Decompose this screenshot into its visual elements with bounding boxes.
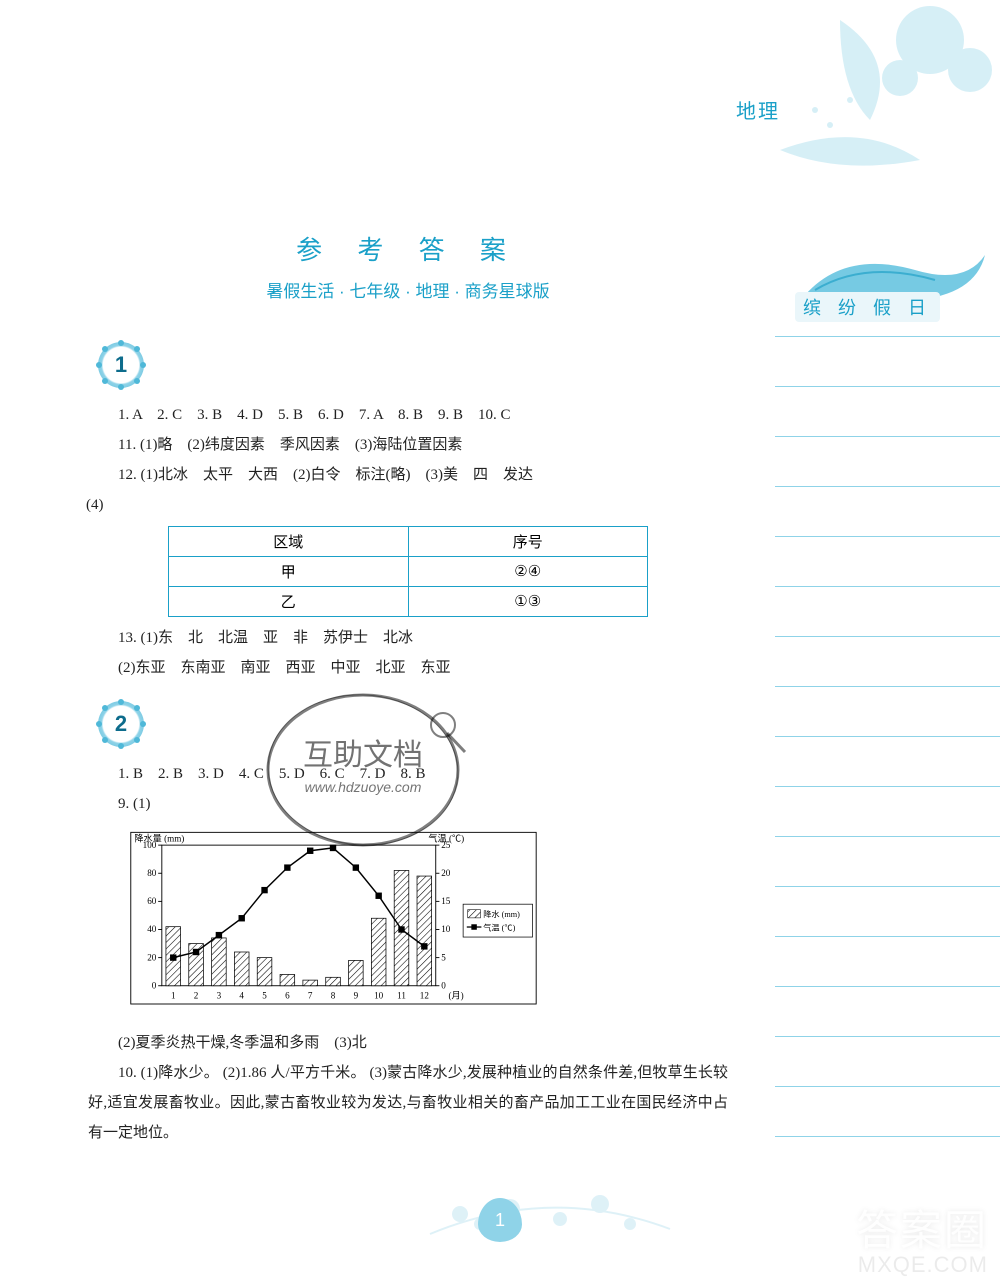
sidebar-rule-line [775,537,1000,587]
svg-text:降水量 (mm): 降水量 (mm) [134,832,184,843]
sidebar-rule-line [775,337,1000,387]
svg-text:20: 20 [441,868,451,878]
svg-text:7: 7 [308,991,313,1001]
svg-text:4: 4 [239,991,244,1001]
svg-text:40: 40 [147,924,157,934]
table-row: 乙 ①③ [169,587,648,617]
section-number: 2 [98,701,144,747]
svg-text:2: 2 [194,991,199,1001]
svg-text:气温 (℃): 气温 (℃) [483,923,515,933]
sidebar-rule-line [775,687,1000,737]
sidebar-rule-line [775,737,1000,787]
table-cell: ②④ [408,557,648,587]
answer-line: (2)东亚 东南亚 南亚 西亚 中亚 北亚 东亚 [88,653,728,683]
watermark-bottom-line1: 答案圈 [856,1209,988,1253]
page-number-wrap: 1 [0,1198,1000,1242]
table-cell: 甲 [169,557,409,587]
page-number: 1 [478,1198,522,1242]
sidebar-rule-line [775,487,1000,537]
svg-text:6: 6 [285,991,290,1001]
table-header: 序号 [408,527,648,557]
answer-line: 1. B 2. B 3. D 4. C 5. D 6. C 7. D 8. B [88,759,728,789]
svg-text:0: 0 [152,980,157,990]
corner-floral-decor [720,0,1000,180]
answer-line: (2)夏季炎热干燥,冬季温和多雨 (3)北 [88,1028,728,1058]
table-cell: 乙 [169,587,409,617]
svg-text:10: 10 [441,924,451,934]
region-table: 区域 序号 甲 ②④ 乙 ①③ [168,526,648,617]
sidebar-rule-line [775,987,1000,1037]
svg-text:8: 8 [331,991,336,1001]
sidebar-rule-lines [775,336,1000,1137]
svg-text:10: 10 [374,991,384,1001]
subject-label: 地理 [736,95,780,124]
sidebar-badge: 缤 纷 假 日 [775,240,1000,330]
climate-chart: 020406080100降水量 (mm)0510152025气温 (℃)1234… [118,825,728,1020]
table-row: 甲 ②④ [169,557,648,587]
svg-text:5: 5 [262,991,267,1001]
svg-text:5: 5 [441,952,446,962]
svg-text:9: 9 [354,991,359,1001]
table-header: 区域 [169,527,409,557]
sidebar-rule-line [775,637,1000,687]
answer-line: (4) [86,490,728,520]
watermark-bottom: 答案圈 MXQE.COM [856,1209,988,1276]
sidebar-badge-label: 缤 纷 假 日 [795,292,940,322]
svg-text:(月): (月) [449,991,464,1001]
svg-text:60: 60 [147,896,157,906]
sidebar-rule-line [775,1037,1000,1087]
answer-paragraph: 10. (1)降水少。 (2)1.86 人/平方千米。 (3)蒙古降水少,发展种… [88,1058,728,1148]
sidebar-rule-line [775,437,1000,487]
svg-text:气温 (℃): 气温 (℃) [428,832,464,843]
section-badge-1: 1 [98,342,144,388]
section-badge-2: 2 [98,701,144,747]
sidebar-rule-line [775,587,1000,637]
answer-line: 1. A 2. C 3. B 4. D 5. B 6. D 7. A 8. B … [88,400,728,430]
svg-text:0: 0 [441,980,446,990]
table-cell: ①③ [408,587,648,617]
watermark-bottom-line2: MXQE.COM [856,1253,988,1276]
svg-text:11: 11 [397,991,406,1001]
svg-text:3: 3 [217,991,222,1001]
page-subtitle: 暑假生活 · 七年级 · 地理 · 商务星球版 [88,277,728,302]
answer-line: 12. (1)北冰 太平 大西 (2)白令 标注(略) (3)美 四 发达 [88,460,728,490]
answer-line: 9. (1) [88,789,728,819]
sidebar-rule-line [775,837,1000,887]
svg-text:12: 12 [420,991,430,1001]
table-row: 区域 序号 [169,527,648,557]
content-column: 参 考 答 案 暑假生活 · 七年级 · 地理 · 商务星球版 1 1. A 2… [88,230,728,1148]
sidebar-rule-line [775,387,1000,437]
svg-text:80: 80 [147,868,157,878]
answer-line: 11. (1)略 (2)纬度因素 季风因素 (3)海陆位置因素 [88,430,728,460]
sidebar-rule-line [775,887,1000,937]
section-number: 1 [98,342,144,388]
svg-text:15: 15 [441,896,451,906]
sidebar-rule-line [775,937,1000,987]
svg-text:1: 1 [171,991,176,1001]
svg-text:降水 (mm): 降水 (mm) [483,909,520,919]
sidebar-rule-line [775,787,1000,837]
page-title: 参 考 答 案 [88,230,728,267]
svg-text:20: 20 [147,952,157,962]
sidebar-notes: 缤 纷 假 日 [775,240,1000,1137]
answer-line: 13. (1)东 北 北温 亚 非 苏伊士 北冰 [88,623,728,653]
sidebar-rule-line [775,1087,1000,1137]
